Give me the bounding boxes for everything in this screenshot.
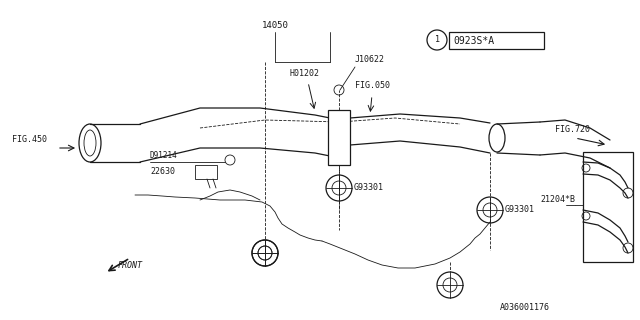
Text: 14050: 14050 — [262, 20, 289, 29]
Text: 22630: 22630 — [150, 167, 175, 177]
Text: FRONT: FRONT — [118, 260, 143, 269]
Text: 1: 1 — [435, 36, 440, 44]
Text: H01202: H01202 — [290, 68, 320, 77]
Text: G93301: G93301 — [354, 183, 384, 193]
Text: D91214: D91214 — [150, 150, 178, 159]
Text: FIG.720: FIG.720 — [555, 125, 590, 134]
Bar — [195, 165, 217, 179]
Text: G93301: G93301 — [505, 205, 535, 214]
Bar — [328, 110, 350, 165]
Bar — [449, 32, 544, 49]
Text: 21204*B: 21204*B — [540, 196, 575, 204]
Text: FIG.050: FIG.050 — [355, 81, 390, 90]
Text: A036001176: A036001176 — [500, 303, 550, 313]
Bar — [583, 152, 633, 262]
Text: FIG.450: FIG.450 — [12, 135, 47, 145]
Text: J10622: J10622 — [355, 55, 385, 65]
Text: 0923S*A: 0923S*A — [453, 36, 494, 45]
